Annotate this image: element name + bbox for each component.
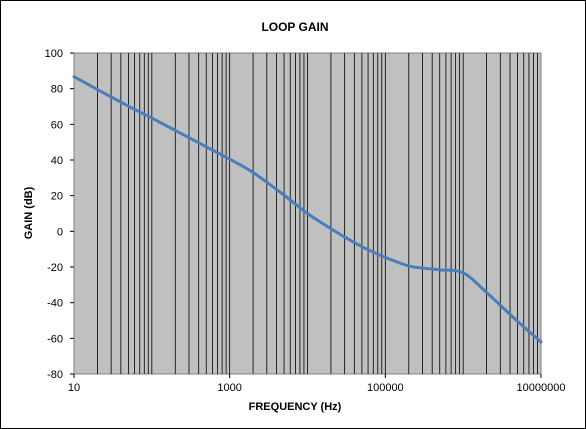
y-tick-label: 80 (51, 84, 63, 96)
x-gridlines (97, 53, 538, 374)
y-axis-ticks: 100 80 60 40 20 0 -20 -40 -60 -80 (45, 48, 74, 381)
y-tick-label: -20 (47, 262, 63, 274)
series-layer (72, 75, 543, 344)
y-axis-title: GAIN (dB) (23, 186, 35, 239)
x-tick-label: 10 (68, 382, 80, 394)
y-tick-label: -60 (47, 333, 63, 345)
chart-title: LOOP GAIN (261, 20, 328, 34)
y-tick-label: 60 (51, 119, 63, 131)
y-tick-label: -40 (47, 298, 63, 310)
y-tick-label: 100 (45, 48, 63, 60)
x-tick-label: 100000 (367, 382, 404, 394)
x-axis-title: FREQUENCY (Hz) (249, 401, 342, 413)
y-tick-label: 20 (51, 191, 63, 203)
y-tick-label: -80 (47, 369, 63, 381)
x-axis-ticks: 10 1000 100000 10000000 (68, 374, 566, 394)
x-tick-label: 1000 (217, 382, 241, 394)
y-tick-label: 40 (51, 155, 63, 167)
series-line (72, 75, 543, 344)
y-tick-label: 0 (57, 226, 63, 238)
x-tick-label: 10000000 (517, 382, 566, 394)
